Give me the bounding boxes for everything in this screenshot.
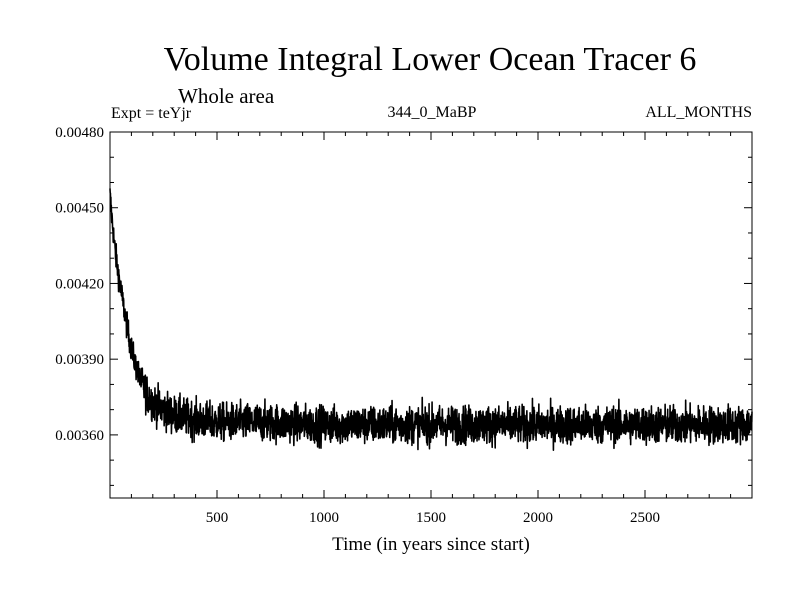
chart-title: Volume Integral Lower Ocean Tracer 6: [164, 41, 697, 78]
x-axis-label: Time (in years since start): [332, 534, 530, 555]
x-tick-label: 1000: [309, 510, 339, 526]
chart-subtitle: Whole area: [178, 84, 275, 108]
y-tick-label: 0.00420: [55, 276, 104, 292]
period-label: 344_0_MaBP: [388, 104, 477, 121]
y-tick-label: 0.00390: [55, 352, 104, 368]
x-tick-label: 500: [206, 510, 229, 526]
experiment-label: Expt = teYjr: [111, 105, 192, 122]
x-tick-label: 2500: [630, 510, 660, 526]
y-tick-label: 0.00450: [55, 201, 104, 217]
x-axis: 500 1000 1500 2000 2500: [130, 132, 732, 526]
x-tick-label: 2000: [523, 510, 553, 526]
months-label: ALL_MONTHS: [645, 104, 752, 121]
y-axis: 0.00360 0.00390 0.00420 0.00450 0.00480: [55, 125, 752, 486]
y-tick-label: 0.00360: [55, 428, 104, 444]
x-tick-label: 1500: [416, 510, 446, 526]
y-tick-label: 0.00480: [55, 125, 104, 141]
plot-frame: [109, 131, 753, 499]
series-line: [109, 188, 753, 451]
